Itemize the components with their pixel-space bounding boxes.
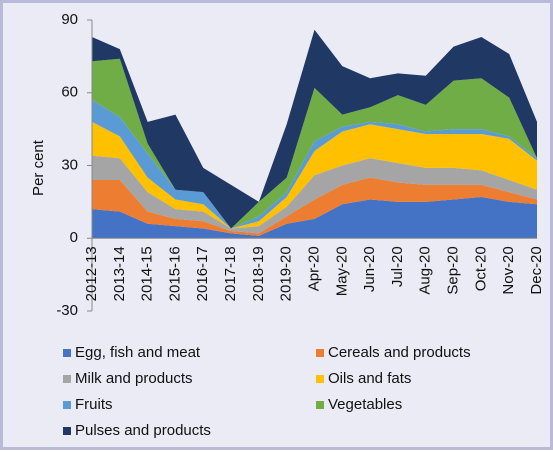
legend-swatch [316,375,324,383]
legend-label: Pulses and products [75,422,211,439]
area [92,155,537,234]
legend-label: Egg, fish and meat [75,344,201,361]
x-tick-label: Oct-20 [472,246,489,291]
area [92,100,537,229]
legend-swatch [63,375,71,383]
legend-swatch [316,401,324,409]
x-tick-label: 2013-14 [111,246,128,301]
y-axis-label: Per cent [30,139,47,196]
legend-label: Vegetables [328,396,402,413]
x-tick-label: 2018-19 [250,246,267,301]
legend-label: Cereals and products [328,344,471,361]
legend-label: Milk and products [75,370,193,387]
x-tick-label: 2012-13 [83,246,100,301]
x-tick-label: 2019-20 [278,246,295,301]
x-tick-label: May-20 [333,246,350,296]
y-tick-label: 60 [61,84,78,101]
x-tick-label: 2015-16 [166,246,183,301]
x-tick-label: Jun-20 [361,246,378,292]
y-tick-label: -30 [56,302,78,319]
y-tick-label: 0 [70,229,78,246]
y-tick-label: 90 [61,11,78,28]
x-tick-label: 2014-15 [139,246,156,301]
legend-swatch [63,427,71,435]
legend-label: Oils and fats [328,370,411,387]
x-tick-label: Jul-20 [389,246,406,287]
x-tick-label: Nov-20 [500,246,517,294]
chart: Per cent -30 0 30 60 90 2012-13 2013-14 2014-15… [30,11,545,439]
legend-swatch [63,349,71,357]
x-tick-label: 2016-17 [194,246,211,301]
legend-label: Fruits [75,396,113,413]
y-tick-label: 30 [61,156,78,173]
legend-swatch [316,349,324,357]
area [92,121,537,229]
legend-swatch [63,401,71,409]
area [92,29,537,229]
x-tick-label: Dec-20 [528,246,545,294]
area [92,58,537,229]
area [92,197,537,239]
x-tick-label: Sep-20 [445,246,462,294]
x-tick-label: 2017-18 [222,246,239,301]
x-tick-label: Aug-20 [417,246,434,294]
x-tick-label: Apr-20 [305,246,322,291]
